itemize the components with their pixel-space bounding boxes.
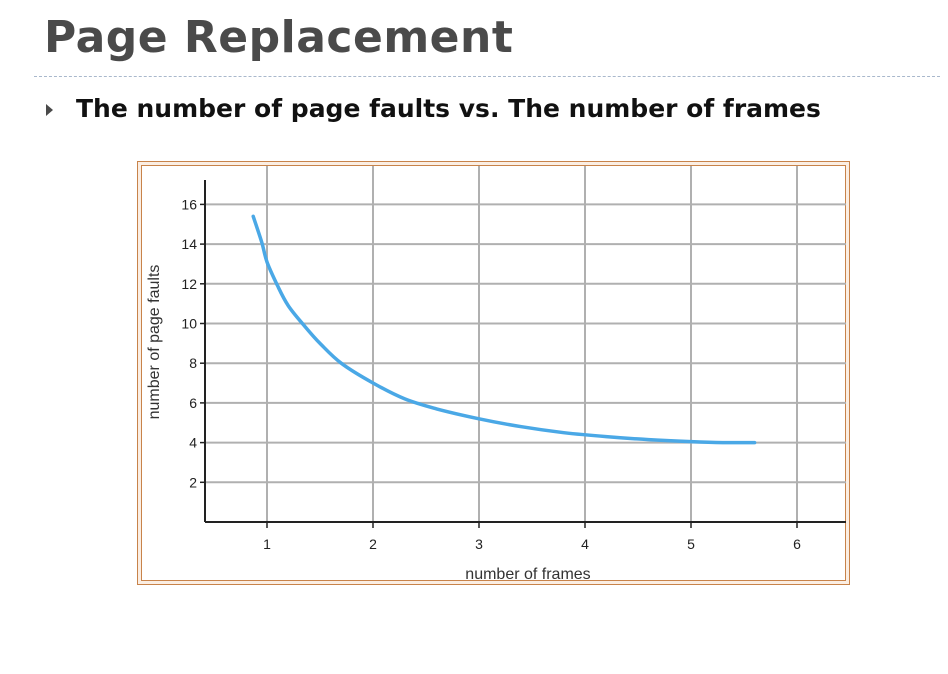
y-tick-label: 14 [181,236,197,252]
x-tick-label: 3 [475,536,483,552]
series-layer [251,214,757,445]
x-tick-label: 1 [263,536,271,552]
series-line-page-faults [251,214,757,445]
title-divider [34,76,940,77]
grid-layer [205,166,846,522]
y-tick-label: 2 [189,474,197,490]
y-tick-label: 16 [181,196,197,212]
triangle-bullet-icon [46,103,53,116]
y-tick-label: 12 [181,276,197,292]
y-tick-label: 8 [189,355,197,371]
axis-layer [200,180,846,528]
bullet-text: The number of page faults vs. The number… [76,94,821,123]
slide-title: Page Replacement [44,12,514,63]
x-tick-label: 6 [793,536,801,552]
y-tick-label: 6 [189,395,197,411]
x-axis-label: number of frames [465,566,590,583]
bullet-point: The number of page faults vs. The number… [46,94,821,123]
x-tick-label: 5 [687,536,695,552]
x-tick-label: 4 [581,536,589,552]
y-tick-label: 10 [181,316,197,332]
y-axis-label: number of page faults [146,265,163,420]
y-tick-label: 4 [189,435,197,451]
x-tick-label: 2 [369,536,377,552]
